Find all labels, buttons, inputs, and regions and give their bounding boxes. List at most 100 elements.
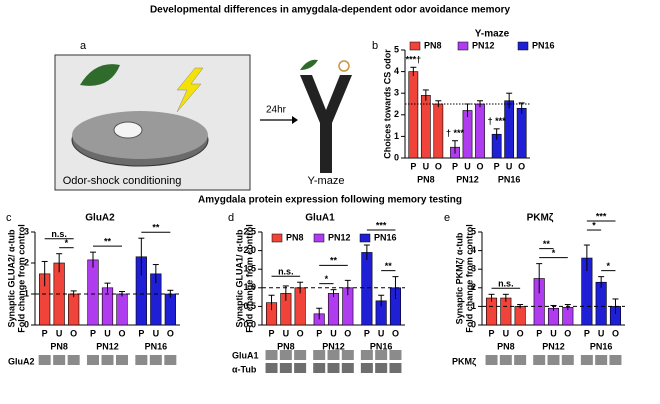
blot-band — [164, 355, 177, 365]
annotation: n.s. — [498, 279, 514, 289]
panel-letter: c — [6, 212, 12, 224]
x-tick-label: P — [584, 328, 590, 338]
blot-band — [294, 350, 307, 360]
y-tick-label: 0 — [24, 319, 29, 329]
legend-swatch — [313, 233, 325, 243]
blot-band — [375, 363, 388, 373]
y-tick-label: 5 — [394, 44, 399, 54]
legend-swatch — [271, 233, 283, 243]
blot-band — [53, 355, 66, 365]
y-tick-label: 2 — [471, 282, 476, 292]
legend-label: PN16 — [374, 232, 397, 242]
y-tick-label: 4 — [471, 245, 476, 255]
y-tick-label: 4 — [394, 66, 399, 76]
annotation: n.s. — [51, 229, 67, 239]
panel-letter: e — [444, 212, 450, 224]
blot-band — [561, 355, 574, 365]
figure-title: Developmental differences in amygdala-de… — [150, 5, 511, 16]
bar — [433, 103, 444, 159]
x-tick-label: P — [494, 161, 500, 171]
blot-band — [265, 350, 278, 360]
x-tick-label: O — [297, 328, 304, 338]
legend-label: PN8 — [424, 40, 442, 50]
x-tick-label: O — [517, 328, 524, 338]
y-maze — [300, 75, 352, 173]
blot-band — [485, 355, 498, 365]
bar — [595, 281, 607, 326]
y-tick-label: 0.5 — [243, 301, 256, 311]
annotation: *** — [376, 220, 387, 230]
annotation: *** — [596, 211, 607, 221]
annotation: ** — [152, 223, 160, 233]
blot-label: α-Tub — [232, 364, 257, 374]
group-label: PN8 — [417, 174, 435, 184]
x-tick-label: U — [153, 328, 160, 338]
y-axis-label: Synaptic GLUA1/ α-tub — [234, 229, 244, 328]
x-tick-label: U — [464, 161, 471, 171]
bar — [462, 110, 473, 159]
x-tick-label: O — [344, 328, 351, 338]
group-label: PN8 — [50, 341, 68, 351]
odor — [338, 60, 350, 72]
legend-swatch — [409, 41, 421, 51]
y-tick-label: 5 — [471, 226, 476, 236]
y-axis-label: Choices towards CS odor — [382, 49, 392, 159]
annotation: ** — [104, 237, 112, 247]
y-tick-label: 1 — [24, 288, 29, 298]
annotation: * — [592, 220, 596, 230]
group-label: PN12 — [96, 341, 119, 351]
x-tick-label: P — [536, 328, 542, 338]
chart-title: GluA2 — [85, 213, 115, 224]
label: Y-maze — [308, 175, 345, 187]
x-tick-label: U — [56, 328, 63, 338]
y-tick-label: 1 — [394, 131, 399, 141]
annotation: † *** — [446, 128, 465, 138]
bar — [500, 297, 512, 326]
x-tick-label: U — [598, 328, 605, 338]
group-label: PN16 — [590, 341, 613, 351]
blot-band — [265, 363, 278, 373]
y-tick-label: 3 — [24, 226, 29, 236]
y-tick-label: 1.5 — [243, 264, 256, 274]
x-tick-label: P — [489, 328, 495, 338]
x-tick-label: P — [269, 328, 275, 338]
group-label: PN16 — [145, 341, 168, 351]
bar — [485, 297, 498, 326]
legend-swatch — [517, 41, 529, 51]
y-axis-label: Synaptic GLUA2/ α-tub — [6, 229, 16, 328]
x-tick-label: U — [330, 328, 337, 338]
y-tick-label: 2.0 — [243, 245, 256, 255]
panel-a: Odor-shock conditioning 24hr Y-maze — [54, 54, 352, 191]
leaf — [80, 64, 120, 86]
y-tick-label: 0 — [471, 319, 476, 329]
annotation: ** — [330, 256, 338, 266]
annotation: n.s. — [278, 267, 294, 277]
y-tick-label: 2 — [24, 257, 29, 267]
label: Odor-shock conditioning — [63, 175, 182, 187]
x-tick-label: O — [564, 328, 571, 338]
bar — [504, 100, 515, 159]
section-title: Amygdala protein expression following me… — [198, 195, 462, 206]
blot-band — [101, 355, 114, 365]
x-tick-label: O — [118, 328, 125, 338]
x-tick-label: P — [316, 328, 322, 338]
x-tick-label: O — [476, 161, 483, 171]
legend-label: PN12 — [328, 232, 351, 242]
bar — [164, 293, 176, 326]
blot-band — [327, 350, 340, 360]
group-label: PN12 — [456, 174, 479, 184]
blot-band — [595, 355, 608, 365]
blot-band — [609, 355, 622, 365]
blot-band — [360, 350, 373, 360]
x-tick-label: U — [104, 328, 111, 338]
x-tick-label: P — [452, 161, 458, 171]
bar — [516, 108, 527, 159]
x-tick-label: P — [90, 328, 96, 338]
y-tick-label: 2.5 — [243, 226, 256, 236]
bar — [514, 306, 526, 326]
bar — [87, 259, 99, 326]
annotation: * — [552, 248, 556, 258]
x-tick-label: P — [138, 328, 144, 338]
annotation: ***† — [406, 55, 422, 65]
bar — [475, 103, 485, 159]
